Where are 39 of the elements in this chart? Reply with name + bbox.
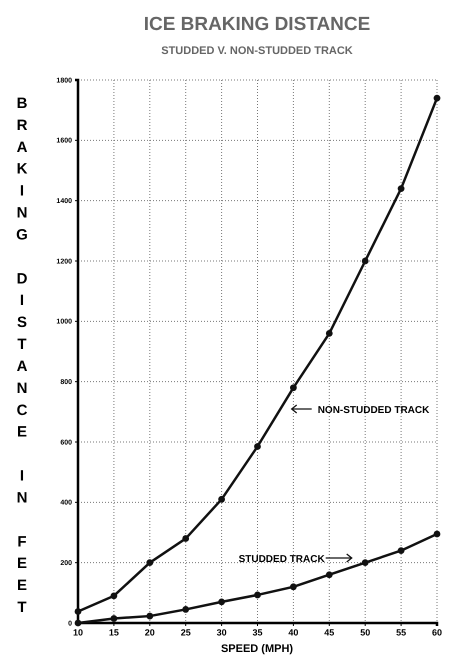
x-tick-label: 10 [72, 627, 84, 638]
point [218, 598, 225, 606]
x-tick-label: 35 [252, 627, 263, 638]
point [254, 592, 261, 598]
chart-title: ICE BRAKING DISTANCE [144, 14, 370, 35]
annotation: NON-STUDDED TRACK [318, 405, 430, 416]
annotation: STUDDED TRACK [238, 554, 326, 565]
point [110, 615, 118, 622]
point [290, 384, 297, 392]
point [398, 185, 404, 192]
point [362, 559, 369, 566]
point [218, 496, 225, 503]
x-tick-label: 20 [144, 627, 155, 638]
point [326, 571, 333, 578]
text: BRAKING DISTANCE IN FEET [16, 95, 28, 616]
x-tick-label: 30 [216, 627, 227, 638]
x-tick-label: 50 [360, 627, 370, 638]
point [326, 330, 333, 337]
x-tick-label: 45 [324, 627, 334, 638]
x-axis-title: SPEED (MPH) [220, 643, 294, 655]
point [146, 559, 154, 566]
point [146, 612, 154, 620]
x-tick-label: 40 [288, 627, 298, 638]
point [362, 258, 369, 264]
point [290, 583, 297, 590]
point [74, 608, 82, 615]
x-tick-label: 25 [180, 627, 191, 638]
chart-subtitle: STUDDED V. NON-STUDDED TRACK [161, 45, 353, 57]
x-tick-label: 60 [432, 627, 442, 638]
point [434, 94, 440, 102]
point [182, 535, 190, 542]
point [182, 606, 190, 613]
point [74, 620, 82, 626]
point [434, 530, 440, 538]
point [398, 547, 404, 554]
point [254, 443, 261, 450]
point [110, 592, 118, 600]
x-tick-label: 15 [108, 627, 119, 638]
x-tick-label: 55 [396, 627, 406, 638]
